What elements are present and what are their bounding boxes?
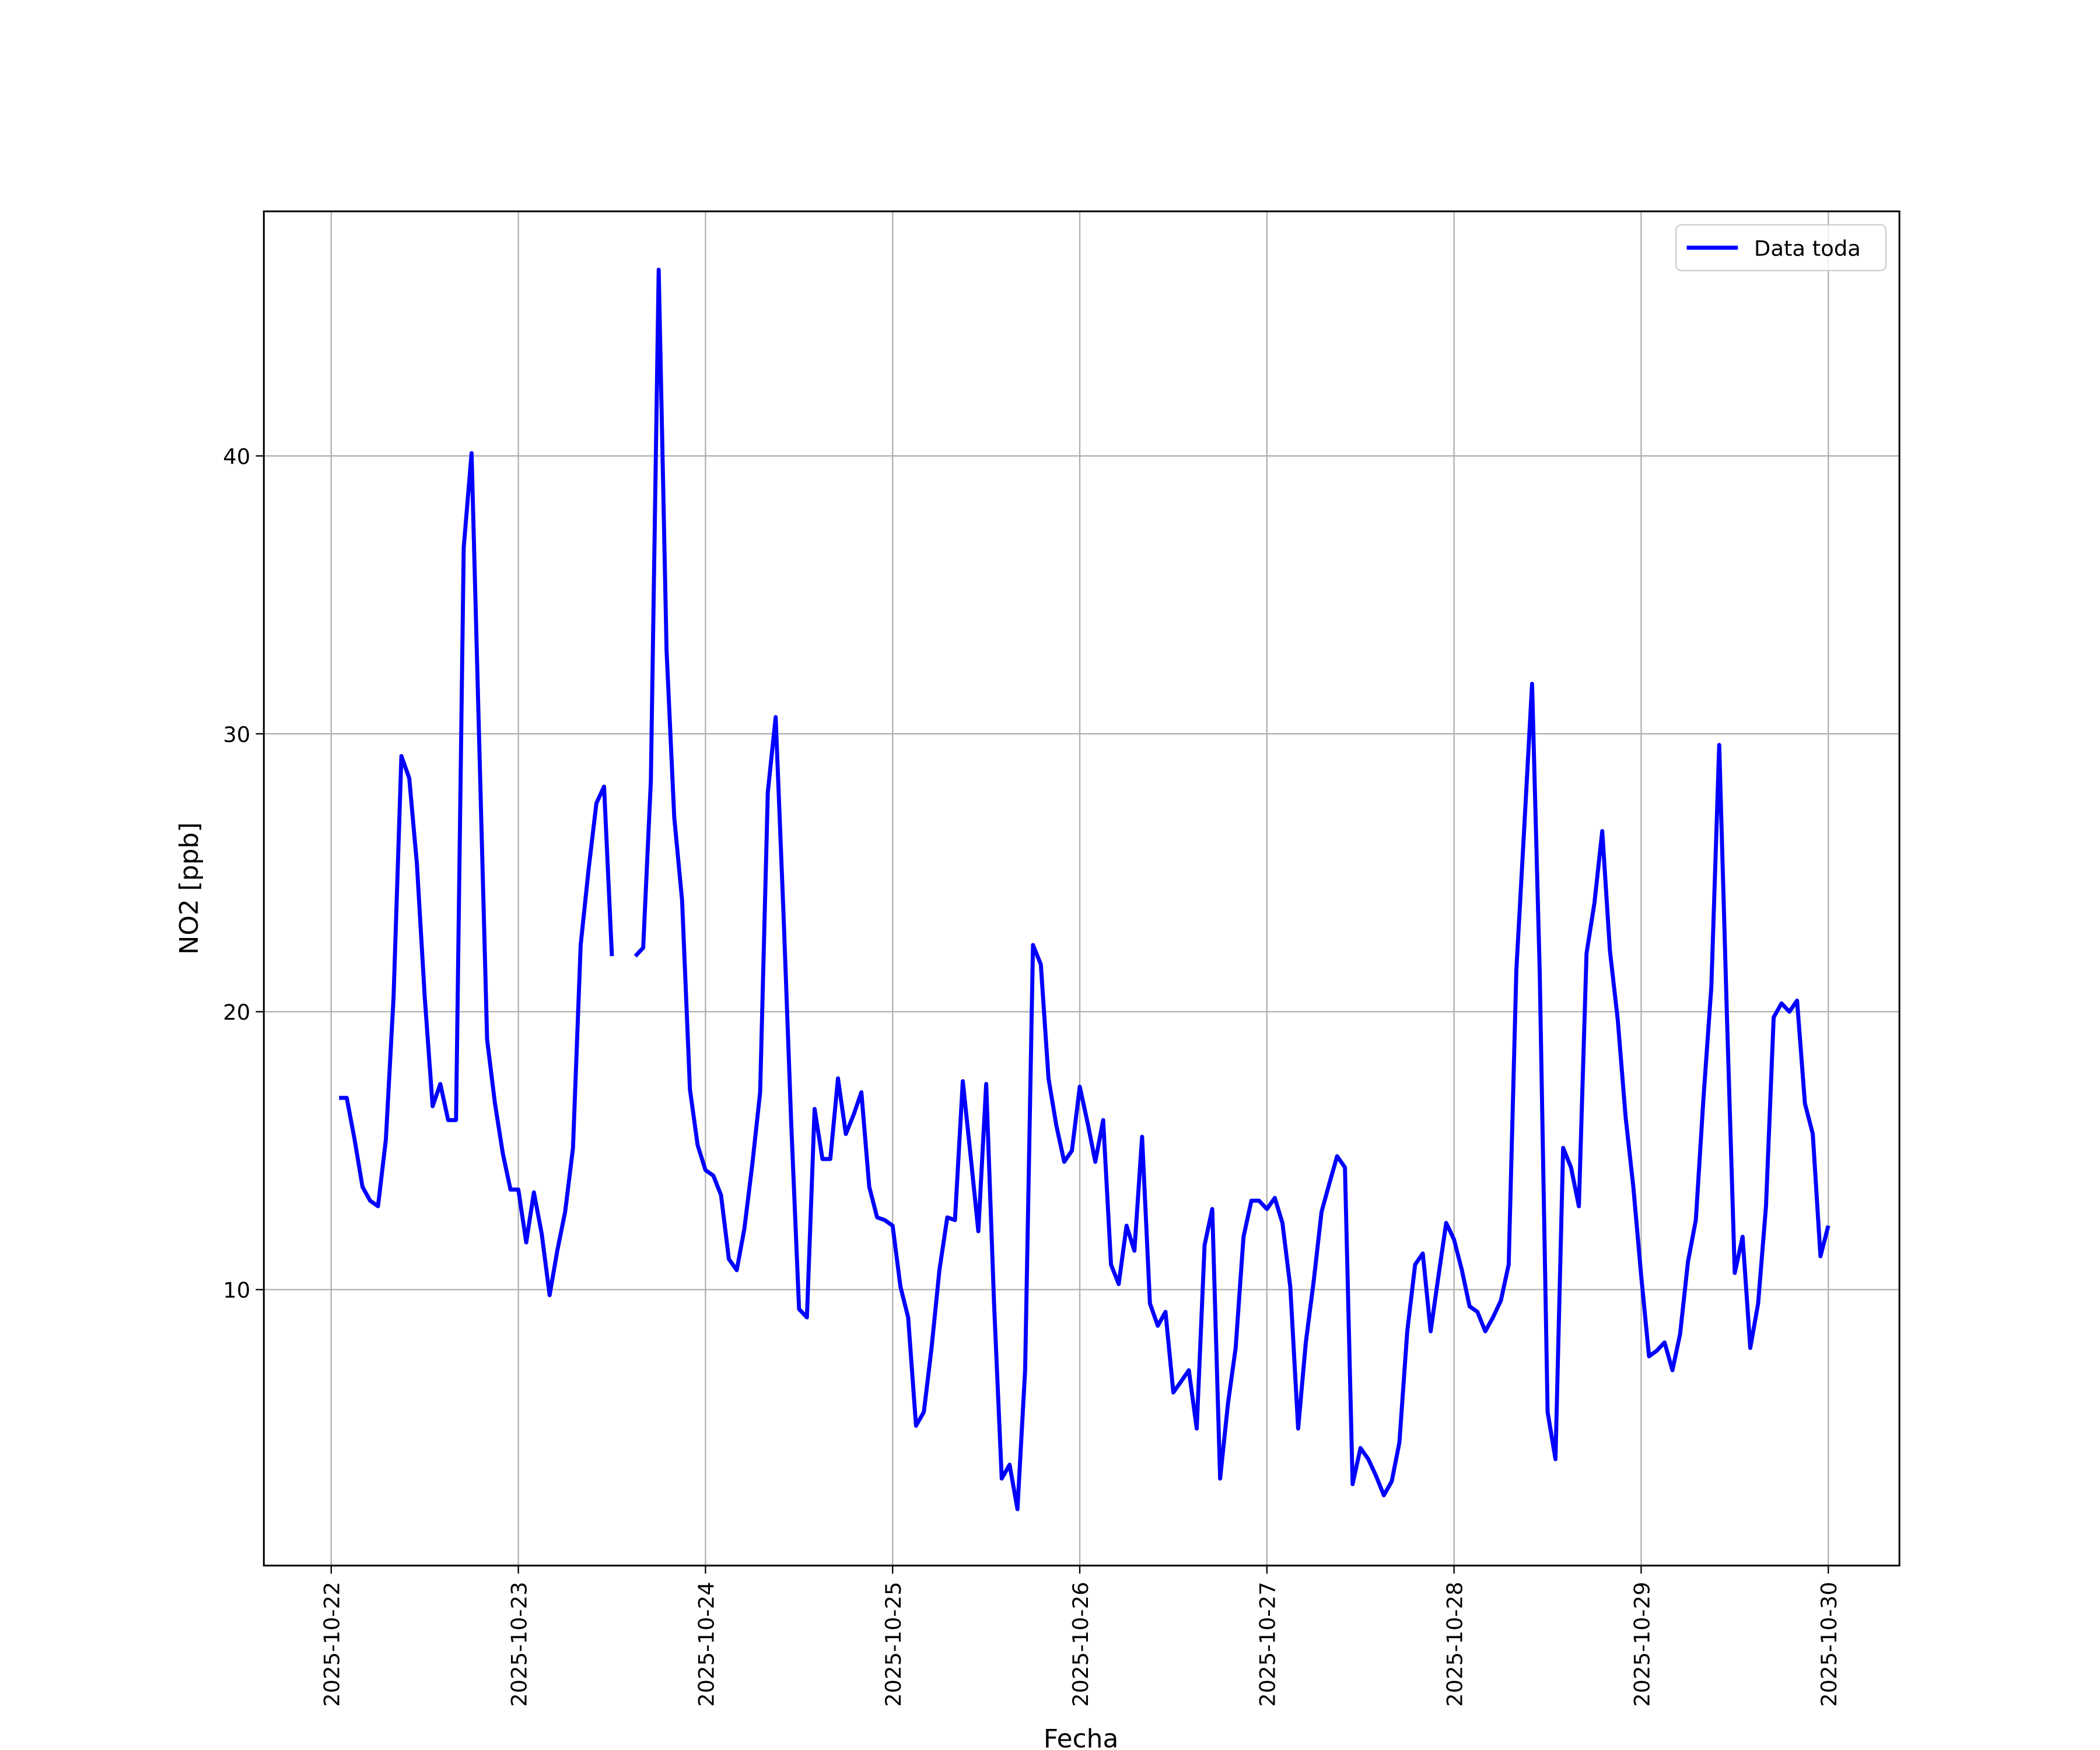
- x-tick-label: 2025-10-24: [694, 1582, 719, 1707]
- x-tick-label: 2025-10-27: [1255, 1582, 1280, 1707]
- plot-frame: [262, 210, 1901, 1567]
- x-tick-label: 2025-10-28: [1442, 1582, 1467, 1707]
- x-axis-label: Fecha: [1044, 1724, 1119, 1750]
- y-tick-label: 10: [223, 1278, 250, 1303]
- y-tick-label: 30: [223, 722, 250, 747]
- y-tick-label: 20: [223, 1000, 250, 1025]
- x-tick-label: 2025-10-25: [881, 1582, 906, 1707]
- x-tick-label: 2025-10-26: [1068, 1582, 1093, 1707]
- legend-box: [1675, 224, 1887, 271]
- x-tick-label: 2025-10-30: [1817, 1582, 1842, 1707]
- y-tick-label: 40: [223, 444, 250, 469]
- y-axis-label: NO2 [ppb]: [174, 822, 204, 955]
- legend-label: Data toda: [1754, 236, 1861, 261]
- x-tick-label: 2025-10-22: [320, 1582, 345, 1707]
- data-line: [339, 267, 1831, 1511]
- x-tick-label: 2025-10-29: [1629, 1582, 1654, 1707]
- legend: Data toda: [1675, 224, 1887, 271]
- x-tick-label: 2025-10-23: [506, 1582, 531, 1707]
